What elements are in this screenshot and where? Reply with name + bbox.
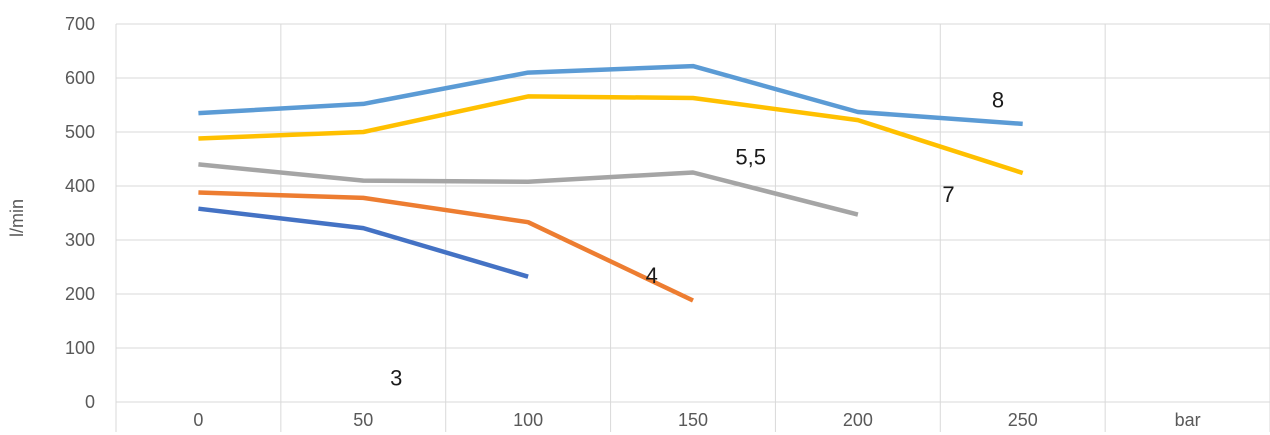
x-tick-label: bar — [1175, 410, 1201, 430]
y-tick-label: 500 — [65, 122, 95, 142]
series-line-7 — [198, 94, 1024, 176]
y-tick-label: 0 — [85, 392, 95, 412]
series-label: 3 — [390, 366, 402, 391]
series-labels: 3 4 5,5 7 8 — [390, 88, 1004, 391]
series — [198, 63, 1024, 303]
series-line-4 — [198, 190, 694, 303]
y-tick-label: 300 — [65, 230, 95, 250]
x-tick-label: 100 — [513, 410, 543, 430]
x-tick-label: 250 — [1008, 410, 1038, 430]
x-axis-ticks: 0 50 100 150 200 250 bar — [193, 410, 1200, 430]
x-tick-label: 150 — [678, 410, 708, 430]
series-label: 5,5 — [735, 144, 766, 169]
series-label: 8 — [992, 88, 1004, 113]
series-line-5-5 — [198, 162, 859, 217]
series-line-8 — [198, 63, 1023, 127]
y-tick-label: 400 — [65, 176, 95, 196]
y-tick-label: 700 — [65, 14, 95, 34]
y-axis-title: l/min — [7, 199, 27, 237]
y-axis-ticks: 0 100 200 300 400 500 600 700 — [65, 14, 95, 412]
x-tick-label: 200 — [843, 410, 873, 430]
x-tick-label: 50 — [353, 410, 373, 430]
y-tick-label: 600 — [65, 68, 95, 88]
series-line-3 — [198, 206, 529, 279]
series-label: 7 — [942, 182, 954, 207]
series-label: 4 — [646, 263, 658, 288]
y-tick-label: 100 — [65, 338, 95, 358]
y-tick-label: 200 — [65, 284, 95, 304]
x-tick-label: 0 — [193, 410, 203, 430]
grid — [115, 23, 1270, 432]
